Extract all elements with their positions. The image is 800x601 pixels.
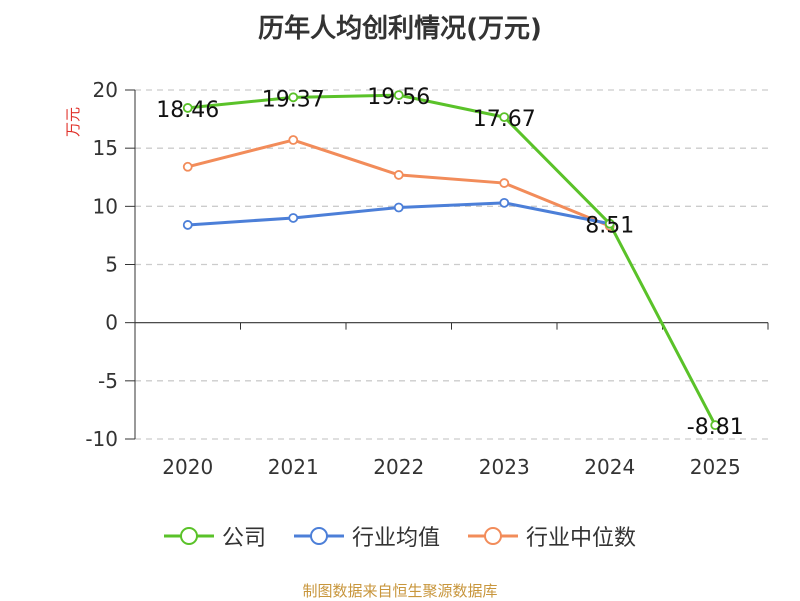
data-point-0 <box>604 218 615 229</box>
chart-title: 历年人均创利情况(万元) <box>258 14 542 44</box>
legend-item-industry-median[interactable]: 行业中位数 <box>468 520 636 552</box>
y-tick-label: 10 <box>93 194 118 218</box>
x-tick-label: 2023 <box>479 455 530 479</box>
x-tick-label: 2025 <box>690 455 741 479</box>
data-point-1 <box>288 213 299 223</box>
data-point-2 <box>393 170 404 180</box>
data-point-1 <box>499 197 510 208</box>
legend-label-industry-median: 行业中位数 <box>526 526 637 551</box>
series-line-2 <box>187 138 611 228</box>
data-label: 19.56 <box>367 85 430 110</box>
y-tick-label: 0 <box>105 311 118 335</box>
data-label: 8.51 <box>585 214 634 239</box>
series-line-0 <box>187 93 717 426</box>
legend-label-company: 公司 <box>221 526 266 551</box>
data-point-0 <box>393 90 404 101</box>
y-tick-label: -10 <box>85 427 118 451</box>
y-tick-label: 20 <box>93 78 118 102</box>
data-point-1 <box>393 202 404 213</box>
y-tick-label: -5 <box>98 369 118 393</box>
x-tick-label: 2022 <box>373 455 424 479</box>
legend: 公司 行业均值 行业中位数 <box>0 520 800 552</box>
data-point-2 <box>288 135 299 145</box>
x-tick-label: 2024 <box>584 455 635 479</box>
legend-swatch-industry-mean <box>293 527 344 545</box>
data-point-0 <box>710 420 721 431</box>
data-label: 19.37 <box>262 87 325 112</box>
y-tick-label: 5 <box>105 253 118 277</box>
data-label: 17.67 <box>473 107 536 132</box>
x-tick-label: 2021 <box>268 455 319 479</box>
data-point-0 <box>182 103 193 113</box>
legend-label-industry-mean: 行业均值 <box>351 526 440 551</box>
legend-item-company[interactable]: 公司 <box>163 520 266 552</box>
data-label: 18.46 <box>156 98 219 123</box>
source-note: 制图数据来自恒生聚源数据库 <box>302 582 498 600</box>
data-label: -8.81 <box>687 415 744 440</box>
data-point-2 <box>182 161 193 172</box>
legend-swatch-company <box>163 527 214 545</box>
legend-item-industry-mean[interactable]: 行业均值 <box>293 520 440 552</box>
data-point-2 <box>499 178 510 188</box>
x-tick-label: 2020 <box>162 455 213 479</box>
data-point-1 <box>182 220 193 230</box>
data-point-0 <box>288 92 299 103</box>
data-point-0 <box>499 112 510 123</box>
y-axis-label: 万元 <box>64 107 82 137</box>
y-tick-label: 15 <box>93 136 118 160</box>
legend-swatch-industry-median <box>468 527 518 545</box>
